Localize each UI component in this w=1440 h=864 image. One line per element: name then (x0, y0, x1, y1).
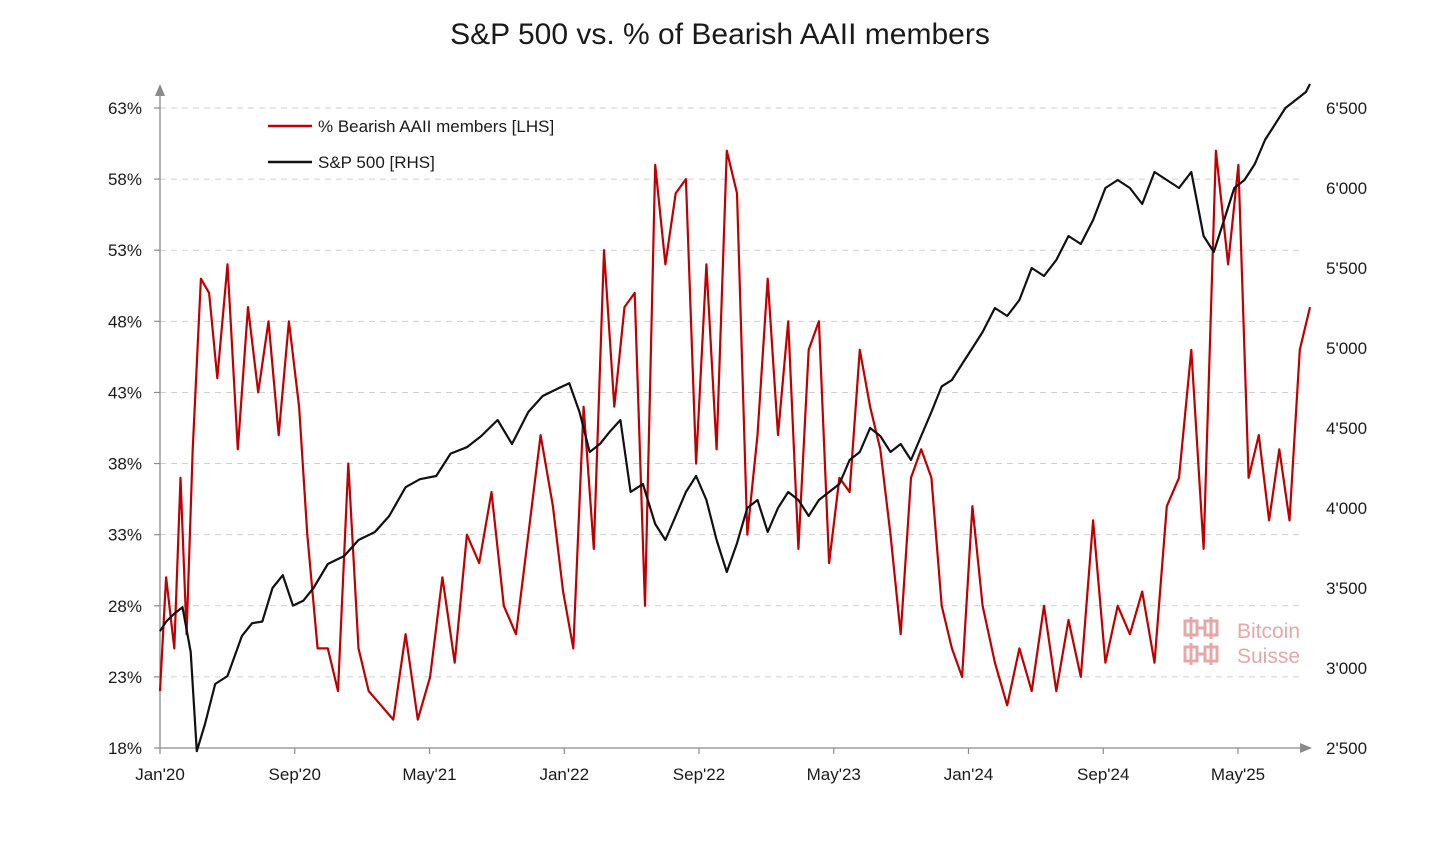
left-tick-label: 18% (108, 739, 142, 758)
right-tick-label: 5'500 (1326, 259, 1367, 278)
legend: % Bearish AAII members [LHS] S&P 500 [RH… (268, 117, 554, 172)
x-tick-label: Jan'24 (944, 765, 994, 784)
left-tick-label: 53% (108, 241, 142, 260)
axes (155, 84, 1312, 753)
bitcoin-suisse-watermark: Bitcoin Suisse (1183, 617, 1300, 668)
grid-lines (160, 107, 1300, 678)
left-tick-label: 38% (108, 455, 142, 474)
x-tick-label: May'21 (402, 765, 456, 784)
watermark-line-1: Bitcoin (1237, 620, 1300, 643)
left-tick-label: 58% (108, 170, 142, 189)
right-tick-label: 4'500 (1326, 419, 1367, 438)
x-tick-label: May'23 (807, 765, 861, 784)
bitcoin-suisse-logo-icon (1183, 617, 1219, 665)
watermark-line-2: Suisse (1237, 645, 1300, 668)
right-tick-label: 3'000 (1326, 659, 1367, 678)
series-lines (158, 83, 1312, 753)
left-tick-label: 28% (108, 597, 142, 616)
y-axis-left-arrow (155, 84, 165, 96)
right-tick-label: 6'500 (1326, 99, 1367, 118)
right-tick-label: 5'000 (1326, 339, 1367, 358)
x-tick-label: Sep'24 (1077, 765, 1129, 784)
left-tick-label: 33% (108, 526, 142, 545)
right-tick-label: 6'000 (1326, 179, 1367, 198)
x-tick-label: Sep'20 (269, 765, 321, 784)
x-axis-ticks: Jan'20 Sep'20 May'21 Jan'22 Sep'22 May'23 Jan'… (135, 748, 1265, 784)
left-tick-label: 48% (108, 312, 142, 331)
right-tick-label: 3'500 (1326, 579, 1367, 598)
bearish-aaii-line (158, 149, 1312, 721)
left-tick-label: 43% (108, 383, 142, 402)
sp500-line (159, 83, 1311, 753)
right-axis-ticks: 2'500 3'000 3'500 4'000 4'500 5'000 5'500 6'000… (1326, 99, 1367, 758)
x-tick-label: Jan'22 (539, 765, 589, 784)
x-axis-arrow (1300, 743, 1312, 753)
x-tick-label: May'25 (1211, 765, 1265, 784)
chart-title: S&P 500 vs. % of Bearish AAII members (450, 18, 990, 51)
x-tick-label: Jan'20 (135, 765, 185, 784)
left-axis-ticks: 18% 23% 28% 33% 38% 43% 48% 53% 58% 63% (108, 99, 160, 758)
right-tick-label: 2'500 (1326, 739, 1367, 758)
legend-label-bearish: % Bearish AAII members [LHS] (318, 117, 554, 136)
legend-label-sp500: S&P 500 [RHS] (318, 153, 435, 172)
right-tick-label: 4'000 (1326, 499, 1367, 518)
left-tick-label: 63% (108, 99, 142, 118)
left-tick-label: 23% (108, 668, 142, 687)
x-tick-label: Sep'22 (673, 765, 725, 784)
